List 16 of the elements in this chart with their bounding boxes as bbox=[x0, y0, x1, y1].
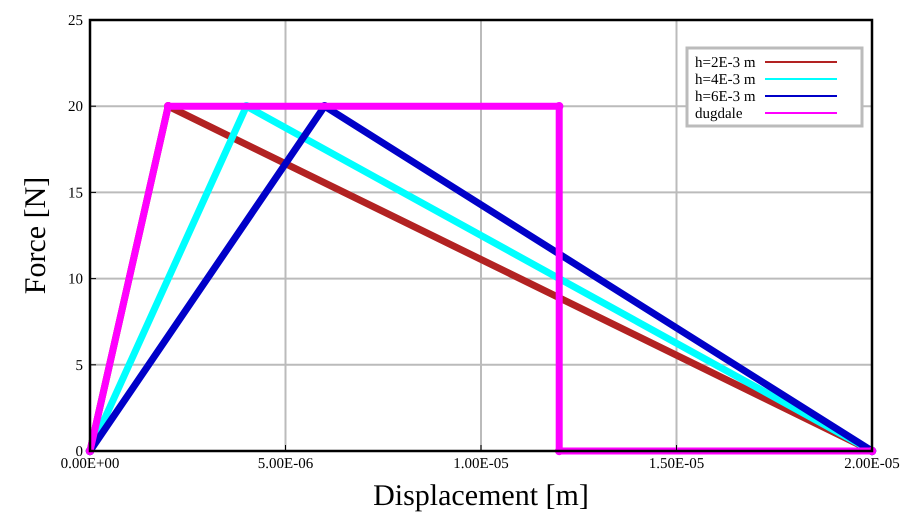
x-tick-label: 5.00E-06 bbox=[258, 456, 314, 472]
y-tick-label: 25 bbox=[68, 13, 83, 29]
x-axis-title: Displacement [m] bbox=[373, 479, 589, 512]
y-tick-label: 10 bbox=[68, 272, 83, 288]
x-tick-label: 1.00E-05 bbox=[453, 456, 509, 472]
y-tick-label: 20 bbox=[68, 99, 83, 116]
legend-label: dugdale bbox=[695, 106, 743, 122]
legend-label: h=4E-3 m bbox=[695, 72, 756, 88]
x-tick-label: 0.00E+00 bbox=[60, 456, 120, 472]
legend-label: h=6E-3 m bbox=[695, 89, 756, 105]
x-tick-label: 2.00E-05 bbox=[844, 456, 900, 472]
x-tick-label: 1.50E-05 bbox=[648, 456, 704, 472]
legend-label: h=2E-3 m bbox=[695, 55, 756, 71]
y-tick-label: 15 bbox=[68, 185, 83, 202]
y-axis-title: Force [N] bbox=[19, 176, 52, 294]
y-tick-label: 5 bbox=[76, 358, 83, 374]
